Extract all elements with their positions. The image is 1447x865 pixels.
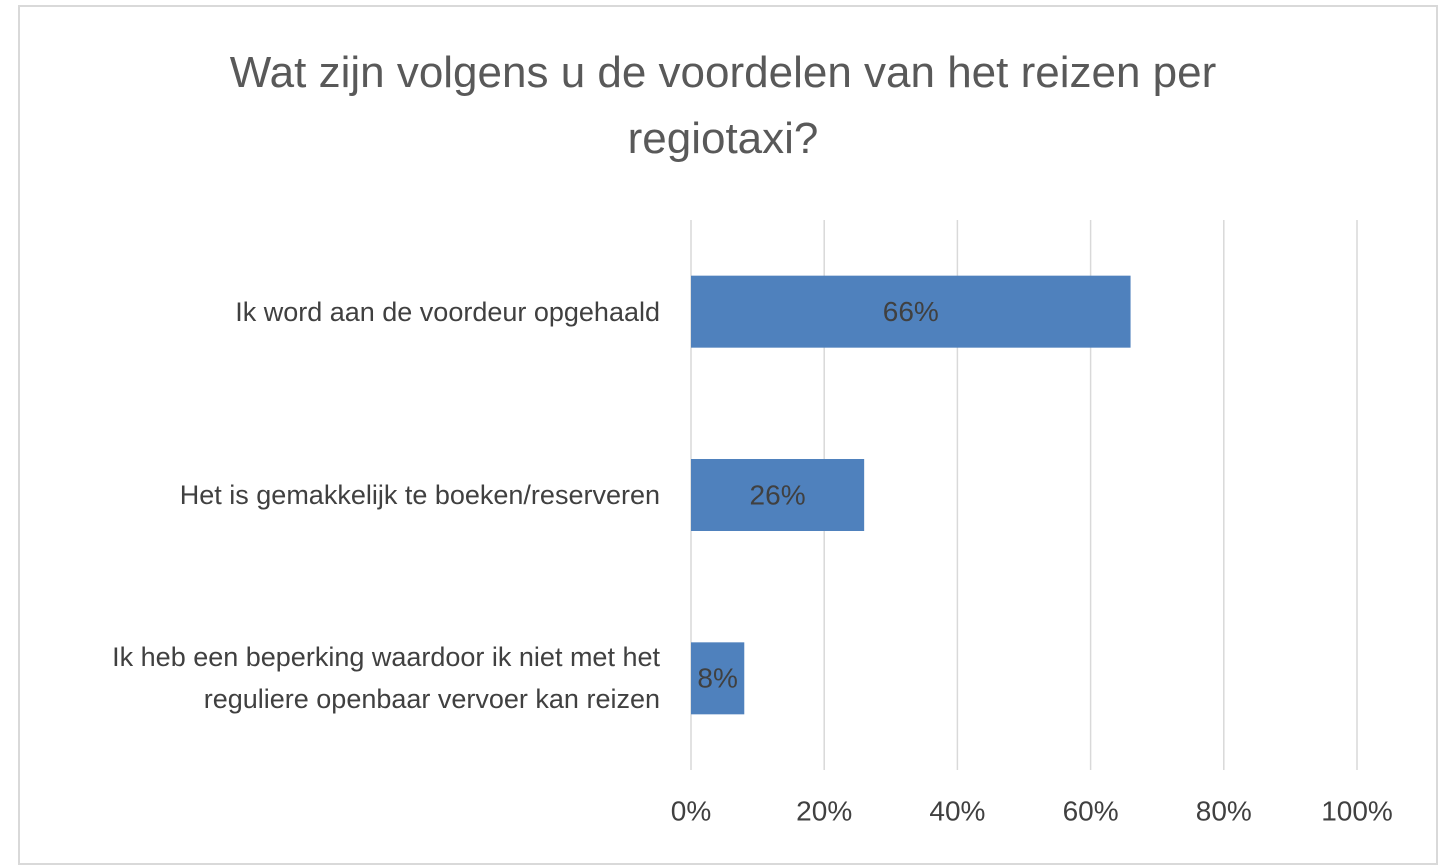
bar (691, 275, 1131, 348)
x-tick-label: 40% (929, 795, 985, 826)
x-tick-label: 100% (1321, 795, 1393, 826)
chart-title: Wat zijn volgens u de voordelen van het … (229, 48, 1217, 163)
x-tick-label: 80% (1196, 795, 1252, 826)
bar (691, 642, 745, 715)
y-tick-label: Ik heb een beperking waardoor ik niet me… (112, 642, 660, 715)
x-tick-label: 60% (1063, 795, 1119, 826)
y-tick-label: Ik word aan de voordeur opgehaald (235, 296, 660, 327)
x-tick-label: 20% (796, 795, 852, 826)
bar (691, 459, 865, 531)
data-label: 8% (697, 663, 737, 694)
data-label: 66% (883, 296, 939, 327)
x-tick-label: 0% (671, 795, 711, 826)
data-label: 26% (750, 479, 806, 510)
y-tick-label: Het is gemakkelijk te boeken/reserveren (179, 480, 660, 510)
